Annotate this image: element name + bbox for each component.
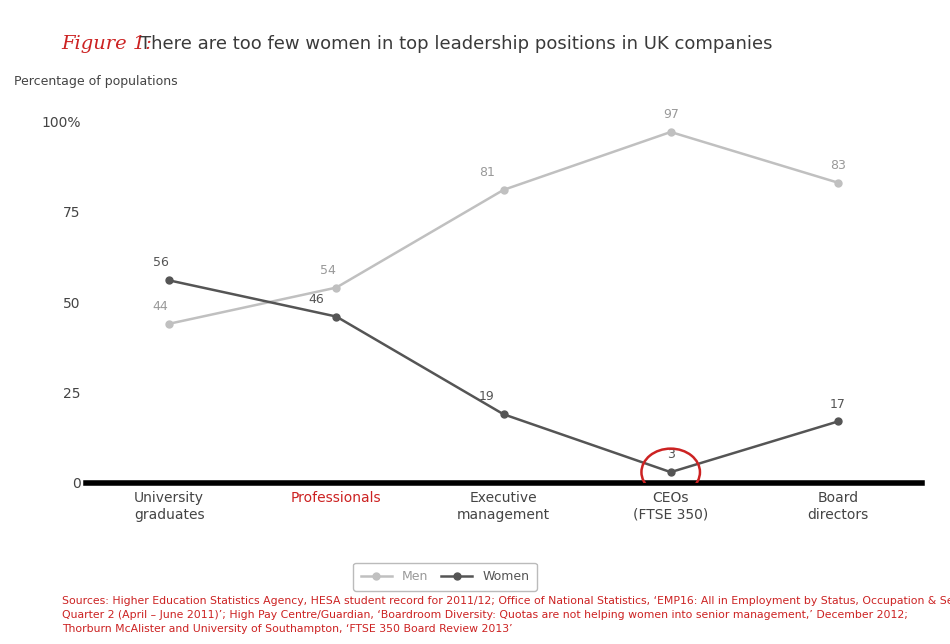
Text: 19: 19 <box>479 390 495 403</box>
Text: Quarter 2 (April – June 2011)’; High Pay Centre/Guardian, ‘Boardroom Diversity: : Quarter 2 (April – June 2011)’; High Pay… <box>62 610 907 620</box>
Text: 56: 56 <box>153 256 169 269</box>
Legend: Men, Women: Men, Women <box>353 563 537 591</box>
Text: 44: 44 <box>153 300 168 313</box>
Text: Sources: Higher Education Statistics Agency, HESA student record for 2011/12; Of: Sources: Higher Education Statistics Age… <box>62 596 950 606</box>
Text: Percentage of populations: Percentage of populations <box>14 75 178 88</box>
Text: 97: 97 <box>663 108 678 121</box>
Text: 46: 46 <box>309 292 324 306</box>
Text: 54: 54 <box>320 264 336 277</box>
Text: Figure 1:: Figure 1: <box>62 35 159 53</box>
Text: 81: 81 <box>479 166 495 179</box>
Text: There are too few women in top leadership positions in UK companies: There are too few women in top leadershi… <box>140 35 772 53</box>
Text: Thorburn McAlister and University of Southampton, ‘FTSE 350 Board Review 2013’: Thorburn McAlister and University of Sou… <box>62 624 512 634</box>
Text: 17: 17 <box>830 397 846 411</box>
Text: 3: 3 <box>667 448 674 461</box>
Text: 83: 83 <box>830 159 846 172</box>
